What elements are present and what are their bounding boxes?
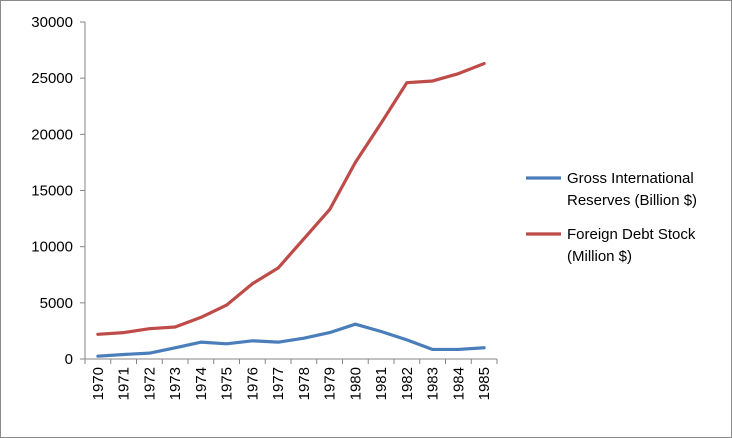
legend-item-1: Gross International Reserves (Billion $): [526, 170, 697, 209]
y-tick-label: 0: [65, 351, 73, 368]
legend-label: Foreign Debt Stock: [567, 226, 696, 243]
x-tick-label: 1974: [193, 367, 210, 400]
legend-label: Reserves (Billion $): [567, 192, 697, 209]
y-tick-label: 10000: [31, 239, 73, 256]
x-tick-label: 1981: [373, 367, 390, 400]
x-tick-label: 1970: [90, 367, 107, 400]
legend-item-2: Foreign Debt Stock (Million $): [526, 226, 696, 265]
series-line-2: [96, 61, 486, 336]
x-tick-label: 1985: [476, 367, 493, 400]
y-tick-label: 15000: [31, 183, 73, 200]
x-tick-label: 1979: [322, 367, 339, 400]
x-tick-label: 1982: [399, 367, 416, 400]
y-tick-label: 20000: [31, 126, 73, 143]
legend-label: Gross International: [567, 170, 694, 187]
x-tick-label: 1980: [347, 367, 364, 400]
legend-label: (Million $): [567, 248, 632, 265]
x-tick-label: 1971: [116, 367, 133, 400]
x-tick-label: 1976: [244, 367, 261, 400]
x-tick-label: 1975: [219, 367, 236, 400]
x-tick-label: 1977: [270, 367, 287, 400]
x-tick-label: 1983: [425, 367, 442, 400]
y-tick-label: 5000: [40, 295, 73, 312]
x-tick-label: 1973: [167, 367, 184, 400]
x-tick-label: 1972: [141, 367, 158, 400]
series-line-1: [96, 322, 486, 358]
y-tick-label: 25000: [31, 70, 73, 87]
x-tick-label: 1978: [296, 367, 313, 400]
y-tick-label: 30000: [31, 14, 73, 31]
x-tick-label: 1984: [450, 367, 467, 400]
